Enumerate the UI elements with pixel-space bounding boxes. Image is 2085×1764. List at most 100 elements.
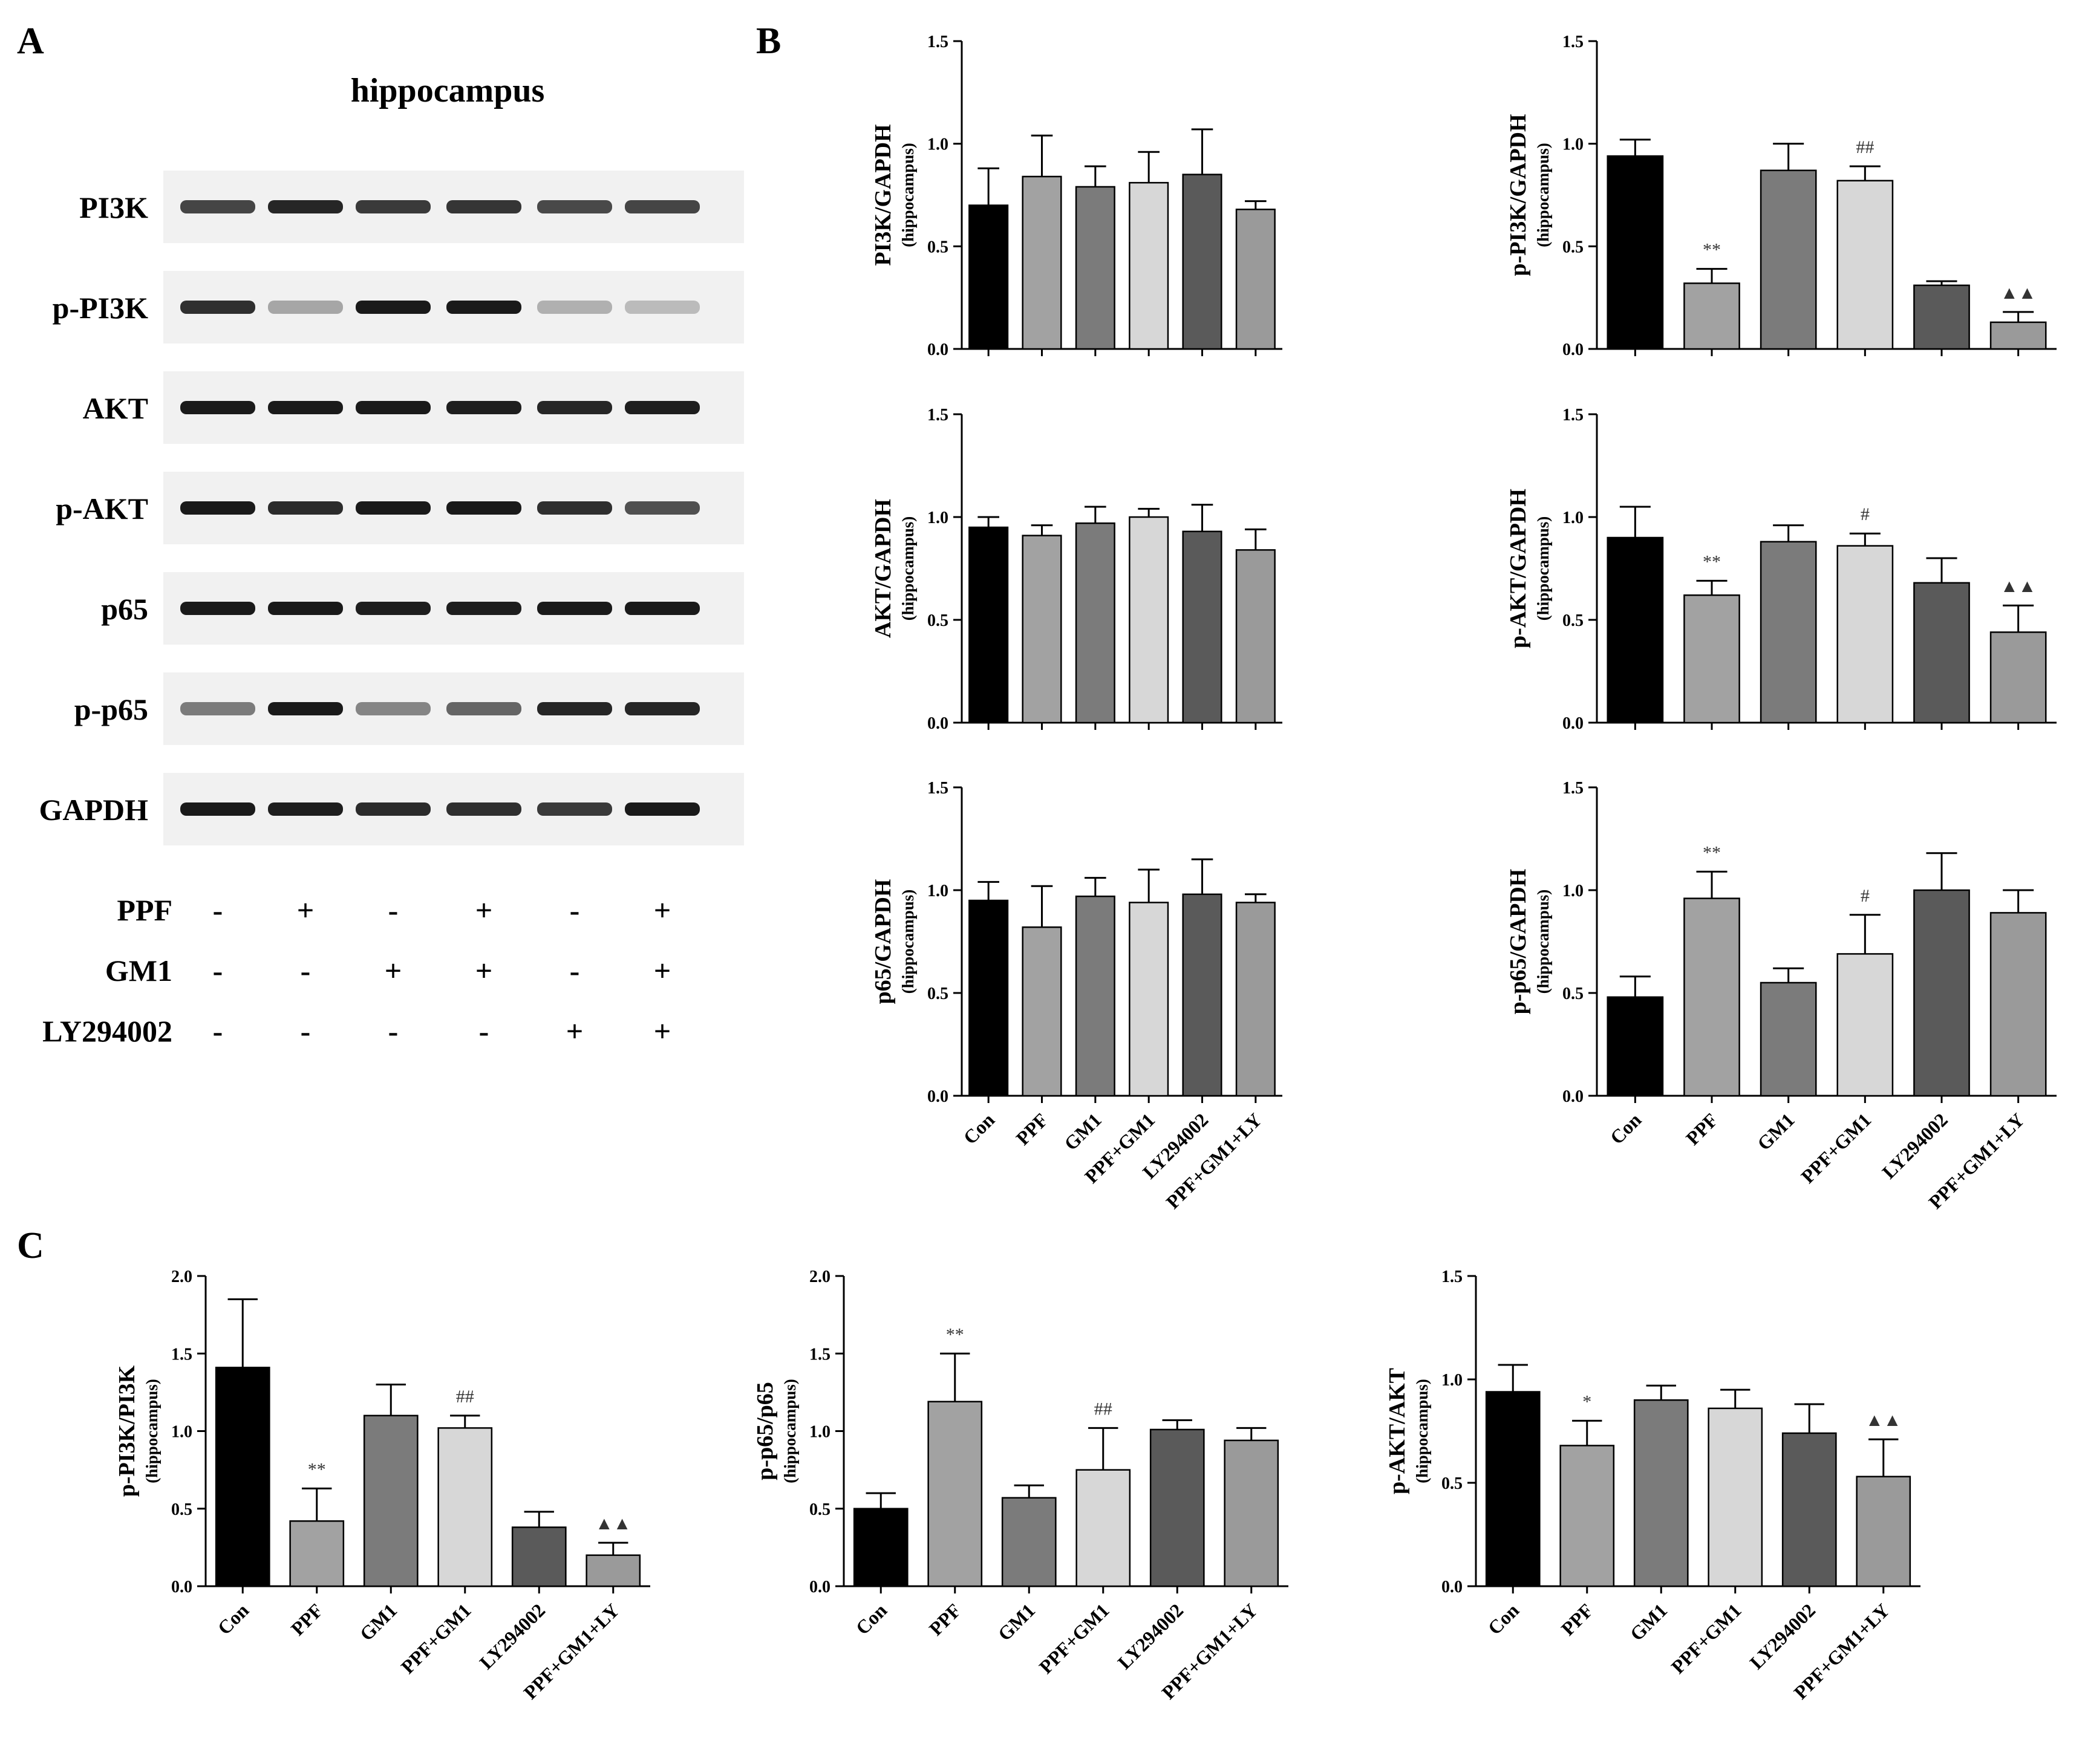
protein-band <box>268 702 343 715</box>
protein-band <box>446 301 521 314</box>
protein-band <box>356 702 431 715</box>
y-axis-sublabel: (hippocampus) <box>1534 143 1552 247</box>
y-tick-label: 1.5 <box>1441 1268 1463 1286</box>
significance-marker: ▲▲ <box>2000 283 2036 303</box>
y-tick-label: 0.5 <box>1441 1474 1463 1493</box>
bar <box>1760 981 1817 1097</box>
plus-sign: + <box>475 954 493 988</box>
band-label: AKT <box>83 391 148 425</box>
bar <box>1836 180 1894 350</box>
y-tick-label: 0.5 <box>927 985 948 1003</box>
protein-band <box>537 200 612 213</box>
panel-label-c: C <box>17 1225 44 1266</box>
y-tick-label: 1.5 <box>927 779 948 798</box>
bar <box>927 1401 983 1587</box>
significance-marker: ## <box>456 1387 474 1407</box>
protein-band <box>446 602 521 615</box>
protein-band <box>180 602 255 615</box>
bar <box>1075 1469 1131 1587</box>
protein-band <box>356 301 431 314</box>
y-axis-sublabel: (hippocampus) <box>1413 1379 1431 1483</box>
bar <box>853 1508 909 1587</box>
y-axis-label: p65/GAPDH <box>870 879 896 1004</box>
y-axis-label: p-PI3K/GAPDH <box>1506 114 1531 276</box>
bar <box>1075 186 1115 350</box>
protein-band <box>180 802 255 816</box>
protein-band <box>268 200 343 213</box>
y-tick-label: 0.5 <box>1562 238 1584 256</box>
bar <box>363 1414 419 1587</box>
bar <box>1129 181 1169 350</box>
significance-marker: ** <box>1703 842 1721 862</box>
significance-marker: ** <box>1703 552 1721 571</box>
protein-band <box>356 501 431 515</box>
plus-sign: + <box>654 954 671 988</box>
bar <box>1633 1399 1689 1587</box>
protein-band <box>268 602 343 615</box>
significance-marker: ▲▲ <box>1865 1410 1901 1430</box>
y-tick-label: 1.0 <box>927 135 948 154</box>
minus-sign: - <box>570 893 580 927</box>
y-tick-label: 1.5 <box>1562 33 1584 51</box>
significance-marker: ## <box>1856 137 1874 157</box>
y-axis-sublabel: (hippocampus) <box>1534 516 1552 621</box>
blot-strips: PI3K p-PI3K AKT p-AKT p65 p-p65 GAPDH <box>39 171 744 845</box>
bar <box>1683 594 1740 724</box>
bar <box>1781 1432 1837 1587</box>
treatment-table: PPF - + - + - + GM1 - - + + - + LY294002 - - - - + + <box>42 893 671 1048</box>
plus-sign: + <box>654 893 671 927</box>
protein-band <box>356 802 431 816</box>
y-tick-label: 0.5 <box>809 1500 830 1519</box>
y-tick-label: 0.5 <box>1562 611 1584 630</box>
bar <box>1913 284 1970 350</box>
y-tick-label: 0.0 <box>1562 340 1584 359</box>
treatment-name: PPF <box>117 893 172 927</box>
bar <box>1022 535 1062 724</box>
significance-marker: ▲▲ <box>2000 576 2036 596</box>
y-axis-label: p-AKT/GAPDH <box>1506 489 1531 648</box>
y-tick-label: 1.5 <box>1562 779 1584 798</box>
chart-b1: 0.0 0.5 1.0 1.5 PI3K/GAPDH (hippocampus) <box>870 33 1282 359</box>
bar <box>1235 209 1276 350</box>
minus-sign: - <box>388 893 399 927</box>
blot-row: p-AKT <box>56 472 744 544</box>
bar <box>1708 1407 1763 1587</box>
bar <box>1022 926 1062 1097</box>
treatment-row: GM1 - - + + - + <box>105 954 671 988</box>
bar <box>1485 1391 1541 1587</box>
bar <box>1235 549 1276 724</box>
band-label: GAPDH <box>39 793 148 827</box>
significance-marker: ** <box>1703 240 1721 260</box>
y-tick-label: 2.0 <box>809 1268 830 1286</box>
chart-b2: 0.0 0.5 1.0 1.5 p-PI3K/GAPDH (hippocampus) ** #… <box>1506 33 2057 359</box>
protein-band <box>537 802 612 816</box>
minus-sign: - <box>388 1014 399 1048</box>
protein-band <box>625 602 700 615</box>
y-axis-label: p-p65/p65 <box>752 1382 778 1480</box>
bar <box>1856 1476 1911 1587</box>
y-axis-sublabel: (hippocampus) <box>781 1379 799 1483</box>
protein-band <box>180 702 255 715</box>
bar <box>1913 582 1970 724</box>
y-axis-sublabel: (hippocampus) <box>899 890 917 994</box>
blot-row: p-p65 <box>74 672 744 745</box>
protein-band <box>625 200 700 213</box>
y-tick-label: 0.0 <box>927 340 948 359</box>
bar <box>968 526 1009 724</box>
minus-sign: - <box>301 1014 311 1048</box>
plus-sign: + <box>654 1014 671 1048</box>
bar <box>586 1554 641 1587</box>
y-tick-label: 1.0 <box>927 509 948 527</box>
significance-marker: ## <box>1094 1399 1112 1419</box>
protein-band <box>268 401 343 414</box>
protein-band <box>268 501 343 515</box>
protein-band <box>180 301 255 314</box>
y-axis-label: p-AKT/AKT <box>1385 1368 1410 1494</box>
chart-c2: 0.00.51.01.52.0p-p65/p65 (hippocampus)Con… <box>752 1268 1288 1704</box>
y-axis-sublabel: (hippocampus) <box>143 1379 161 1483</box>
band-label: PI3K <box>79 190 148 224</box>
protein-band <box>356 401 431 414</box>
bar <box>1182 893 1222 1097</box>
minus-sign: - <box>213 893 223 927</box>
